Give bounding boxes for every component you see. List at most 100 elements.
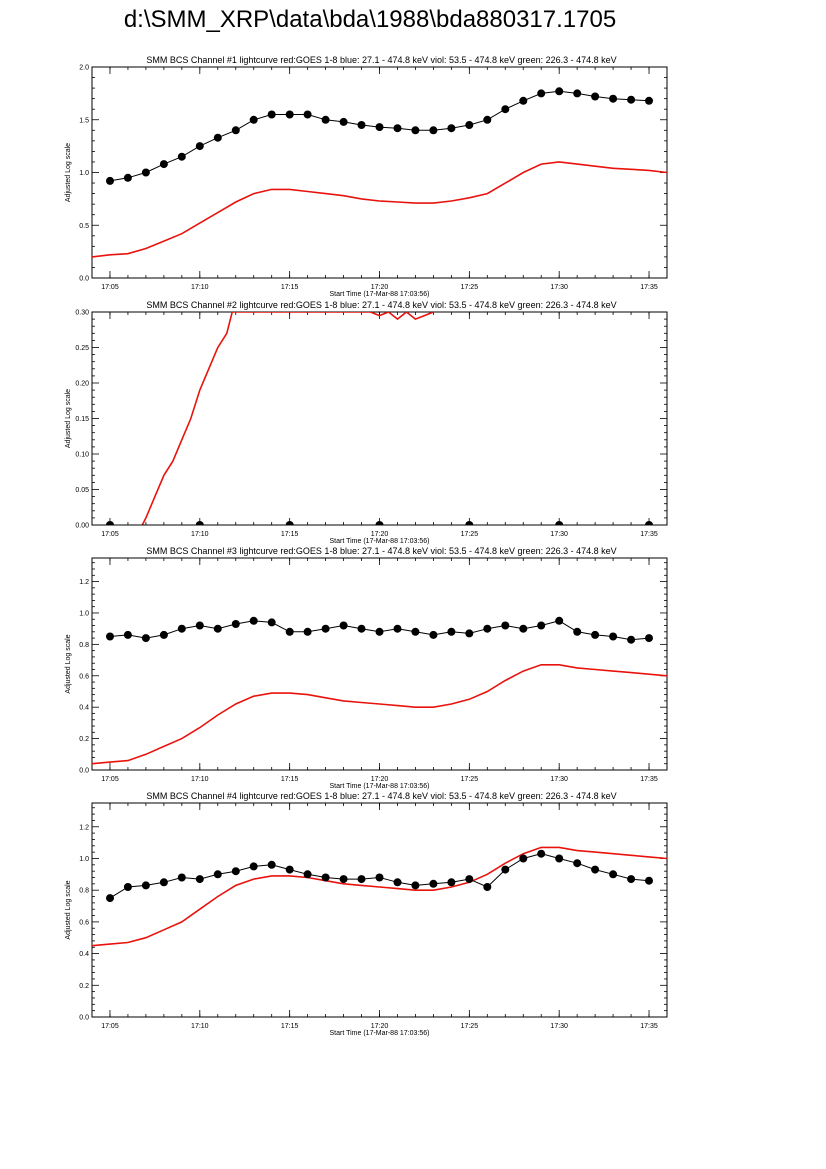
x-tick-label: 17:30 xyxy=(550,284,568,291)
data-point xyxy=(645,521,653,525)
data-point xyxy=(555,87,564,96)
data-point xyxy=(231,867,240,876)
series-line xyxy=(141,312,434,525)
data-point xyxy=(106,521,114,525)
y-tick-label: 0.0 xyxy=(79,1015,89,1022)
data-point xyxy=(123,883,132,891)
chart-panel-3: SMM BCS Channel #3 lightcurve red:GOES 1… xyxy=(65,546,668,790)
y-axis-label: Adjusted Log scale xyxy=(65,389,72,448)
x-tick-label: 17:35 xyxy=(640,284,658,291)
y-tick-label: 0.15 xyxy=(75,416,89,423)
data-point xyxy=(213,133,222,142)
x-tick-label: 17:25 xyxy=(461,284,479,291)
data-point xyxy=(213,624,222,633)
data-point xyxy=(447,627,456,636)
data-point xyxy=(231,620,240,628)
x-tick-label: 17:10 xyxy=(191,1023,209,1030)
x-tick-label: 17:30 xyxy=(550,776,568,783)
data-point xyxy=(303,110,312,119)
data-point xyxy=(177,624,186,633)
y-axis-label: Adjusted Log scale xyxy=(65,634,72,693)
data-point xyxy=(627,95,636,104)
y-tick-label: 2.0 xyxy=(79,65,89,72)
x-tick-label: 17:20 xyxy=(371,284,389,291)
data-point xyxy=(393,878,402,887)
x-tick-label: 17:05 xyxy=(101,1023,119,1030)
y-tick-label: 1.2 xyxy=(79,579,89,586)
x-tick-label: 17:30 xyxy=(550,1023,568,1030)
series-line xyxy=(92,663,667,765)
data-point xyxy=(303,627,312,636)
data-point xyxy=(285,110,294,119)
x-tick-label: 17:20 xyxy=(371,776,389,783)
y-tick-label: 0.20 xyxy=(75,381,89,388)
x-tick-label: 17:20 xyxy=(371,531,389,538)
x-tick-label: 17:15 xyxy=(281,776,299,783)
data-point xyxy=(483,115,492,124)
y-tick-label: 0.0 xyxy=(79,276,89,283)
y-tick-label: 0.30 xyxy=(75,310,89,317)
data-point xyxy=(573,627,582,636)
data-point xyxy=(159,160,168,169)
x-tick-label: 17:05 xyxy=(101,284,119,291)
x-tick-label: 17:35 xyxy=(640,531,658,538)
data-point xyxy=(465,629,474,638)
y-tick-label: 0.05 xyxy=(75,487,89,494)
data-point xyxy=(375,521,384,525)
data-point xyxy=(429,630,438,639)
series-2 xyxy=(106,849,653,903)
data-point xyxy=(591,630,600,639)
x-axis-label: Start Time (17-Mar-88 17:03:56) xyxy=(330,291,430,298)
x-tick-label: 17:15 xyxy=(281,284,299,291)
data-point xyxy=(357,875,366,884)
chart-title: SMM BCS Channel #3 lightcurve red:GOES 1… xyxy=(146,546,616,556)
chart-title: SMM BCS Channel #1 lightcurve red:GOES 1… xyxy=(146,55,616,65)
x-tick-label: 17:25 xyxy=(461,1023,479,1030)
data-point xyxy=(573,859,582,868)
y-tick-label: 0.4 xyxy=(79,705,89,712)
data-point xyxy=(231,126,240,135)
data-point xyxy=(609,870,618,879)
data-point xyxy=(123,173,132,182)
y-tick-label: 1.0 xyxy=(79,856,89,863)
x-tick-label: 17:30 xyxy=(550,531,568,538)
data-point xyxy=(249,862,258,871)
series-2 xyxy=(106,521,653,525)
data-point xyxy=(627,875,636,884)
data-point xyxy=(573,89,582,98)
data-point xyxy=(555,854,564,863)
data-point xyxy=(501,621,510,630)
data-point xyxy=(645,876,653,885)
data-point xyxy=(141,634,150,643)
data-point xyxy=(106,176,114,185)
y-tick-label: 0.5 xyxy=(79,223,89,230)
series-1 xyxy=(92,663,667,765)
y-tick-label: 0.6 xyxy=(79,673,89,680)
page-title: d:\SMM_XRP\data\bda\1988\bda880317.1705 xyxy=(123,6,617,33)
x-tick-label: 17:05 xyxy=(101,776,119,783)
data-point xyxy=(303,870,312,879)
chart-panel-1: SMM BCS Channel #1 lightcurve red:GOES 1… xyxy=(65,55,668,298)
y-tick-label: 0.25 xyxy=(75,345,89,352)
y-tick-label: 1.5 xyxy=(79,117,89,124)
data-point xyxy=(519,854,528,863)
data-point xyxy=(501,105,510,114)
data-point xyxy=(285,627,294,636)
x-tick-label: 17:35 xyxy=(640,1023,658,1030)
data-point xyxy=(375,123,384,132)
plot-area xyxy=(92,87,667,258)
data-point xyxy=(393,124,402,133)
data-point xyxy=(285,865,294,874)
data-point xyxy=(159,630,168,639)
data-point xyxy=(249,616,258,625)
plot-area xyxy=(92,616,667,765)
data-point xyxy=(465,521,474,525)
series-connector xyxy=(109,90,650,182)
data-point xyxy=(249,115,258,124)
data-point xyxy=(106,894,114,903)
data-point xyxy=(213,870,222,879)
series-line xyxy=(92,161,667,258)
y-tick-label: 0.8 xyxy=(79,642,89,649)
plot-area xyxy=(92,846,667,947)
data-point xyxy=(519,624,528,633)
